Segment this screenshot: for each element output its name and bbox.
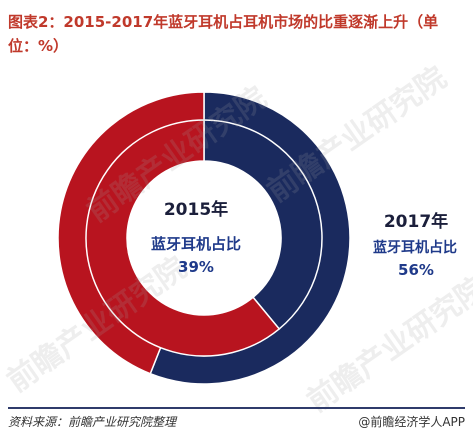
outer-year-label: 2017年: [383, 212, 449, 232]
inner-value-label: 39%: [178, 258, 214, 276]
chart-title: 图表2：2015-2017年蓝牙耳机占耳机市场的比重逐渐上升（单位：%）: [8, 13, 439, 55]
inner-series-label: 蓝牙耳机占比: [150, 235, 241, 253]
inner-ring: [85, 119, 323, 357]
inner-bluetooth-slice: [203, 119, 323, 330]
outer-series-label: 蓝牙耳机占比: [373, 240, 457, 256]
source-note: 资料来源：前瞻产业研究院整理: [8, 415, 177, 429]
brand-credit: @前瞻经济学人APP: [358, 415, 465, 429]
footer-divider: [8, 407, 465, 409]
inner-other-slice: [85, 119, 281, 357]
outer-value-label: 56%: [398, 261, 434, 279]
inner-year-label: 2015年: [163, 200, 229, 220]
